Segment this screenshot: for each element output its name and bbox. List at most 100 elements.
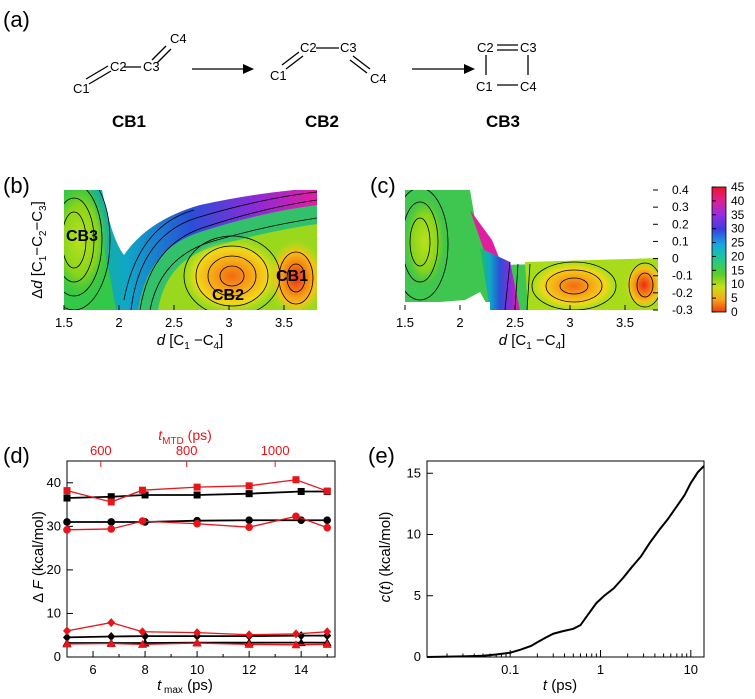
- chart-d-ylabel: Δ F (kcal/mol): [30, 511, 47, 603]
- x-tick-label: 2.5: [165, 315, 183, 330]
- x-tick-label: 1: [597, 662, 604, 677]
- y-tick-label: 0.1: [672, 234, 689, 248]
- marker-circle: [245, 523, 253, 531]
- svg-text:C2: C2: [477, 40, 494, 55]
- annotation-cb1: CB1: [276, 268, 308, 285]
- fes-c-blank: [405, 302, 490, 310]
- x-tick-label: 1.5: [55, 315, 73, 330]
- chart-d-xlabel: t max (ps): [157, 677, 213, 694]
- y-tick-label: -0.3: [672, 303, 693, 317]
- arrow-head-icon: [243, 64, 254, 74]
- marker-circle: [107, 518, 115, 526]
- marker-square: [64, 487, 71, 494]
- x-tick-label: 12: [242, 662, 256, 677]
- marker-square: [108, 498, 115, 505]
- x-tick-label: 10: [684, 662, 698, 677]
- marker-square: [64, 495, 71, 502]
- y-tick-label: 10: [407, 527, 421, 542]
- marker-square: [194, 484, 201, 491]
- y-tick-label: 5: [414, 588, 421, 603]
- colorbar: [712, 187, 726, 312]
- colorbar-tick-label: 0: [731, 305, 738, 319]
- x-tick-label: 3.5: [275, 315, 293, 330]
- x-tick-label: 8: [141, 662, 148, 677]
- y-tick-label: 30: [47, 518, 61, 533]
- svg-text:C2: C2: [110, 59, 127, 74]
- panel-label-e: (e): [368, 443, 395, 468]
- marker-circle: [292, 513, 300, 521]
- marker-circle: [193, 520, 201, 528]
- marker-circle: [245, 516, 253, 524]
- fes-b-ylabel: Δd [C1−C2−C3]: [29, 201, 49, 299]
- y-tick-label: -0.2: [672, 286, 693, 300]
- svg-text:C4: C4: [520, 79, 537, 94]
- y-tick-label: 0.4: [672, 183, 689, 197]
- chart-e-ylabel: c(t) (kcal/mol): [377, 512, 394, 603]
- x-tick-label: 6: [89, 662, 96, 677]
- marker-circle: [323, 516, 331, 524]
- top-x-tick-label: 1000: [261, 443, 290, 458]
- top-x-tick-label: 600: [90, 443, 112, 458]
- colorbar-tick-label: 30: [731, 222, 745, 236]
- y-tick-label: 0: [672, 252, 679, 266]
- marker-square: [292, 476, 299, 483]
- svg-text:C1: C1: [73, 81, 90, 96]
- y-tick-label: 0: [54, 649, 61, 664]
- svg-text:C4: C4: [170, 31, 187, 46]
- colorbar-tick-label: 35: [731, 208, 745, 222]
- marker-diamond: [245, 630, 253, 639]
- cb2-atoms: C1 C2 C3 C4: [270, 40, 387, 86]
- svg-text:C4: C4: [370, 71, 387, 86]
- x-tick-label: 3.5: [616, 315, 634, 330]
- colorbar-tick-label: 40: [731, 194, 745, 208]
- marker-diamond: [63, 626, 71, 635]
- y-tick-label: 0.3: [672, 200, 689, 214]
- annotation-cb3: CB3: [66, 228, 98, 245]
- plot-frame: [67, 461, 335, 657]
- marker-square: [139, 487, 146, 494]
- marker-diamond: [107, 618, 115, 627]
- arrow-head-icon: [464, 64, 475, 74]
- y-tick-label: 0: [414, 649, 421, 664]
- x-tick-label: 14: [294, 662, 308, 677]
- x-tick-label: 0.1: [501, 662, 519, 677]
- colorbar-tick-label: 25: [731, 236, 745, 250]
- x-tick-label: 3: [566, 315, 573, 330]
- marker-circle: [323, 524, 331, 532]
- annotation-cb2: CB2: [212, 287, 244, 304]
- series-line: [67, 480, 327, 502]
- panel-label-c: (c): [370, 173, 396, 198]
- series-line: [427, 466, 704, 657]
- colorbar-tick-label: 10: [731, 277, 745, 291]
- cb1-atoms: C1 C2 C3 C4: [73, 31, 187, 96]
- marker-circle: [139, 517, 147, 525]
- svg-text:C1: C1: [270, 68, 287, 83]
- colorbar-tick-label: 20: [731, 249, 745, 263]
- fes-c-surface: [392, 188, 664, 310]
- panel-label-b: (b): [3, 173, 30, 198]
- y-tick-label: 0.2: [672, 217, 689, 231]
- marker-square: [324, 488, 331, 495]
- x-tick-label: 2: [456, 315, 463, 330]
- chart-e: 0.1 1 10 0 5 10 15: [407, 461, 704, 677]
- marker-circle: [63, 518, 71, 526]
- fes-b-xlabel: d [C1 −C4]: [157, 332, 224, 352]
- marker-square: [298, 488, 305, 495]
- panel-label-a: (a): [3, 7, 30, 32]
- y-tick-label: 20: [47, 562, 61, 577]
- svg-text:C3: C3: [143, 59, 160, 74]
- molecule-name-cb2: CB2: [305, 112, 339, 131]
- panel-label-d: (d): [3, 443, 30, 468]
- marker-square: [246, 482, 253, 489]
- svg-text:C3: C3: [520, 40, 537, 55]
- marker-circle: [107, 525, 115, 533]
- x-tick-label: 2: [115, 315, 122, 330]
- y-tick-label: 15: [407, 465, 421, 480]
- x-tick-label: 1.5: [396, 315, 414, 330]
- colorbar-tick-label: 15: [731, 263, 745, 277]
- svg-text:C3: C3: [340, 40, 357, 55]
- fes-c-xlabel: d [C1 −C4]: [499, 332, 566, 352]
- y-tick-label: 40: [47, 475, 61, 490]
